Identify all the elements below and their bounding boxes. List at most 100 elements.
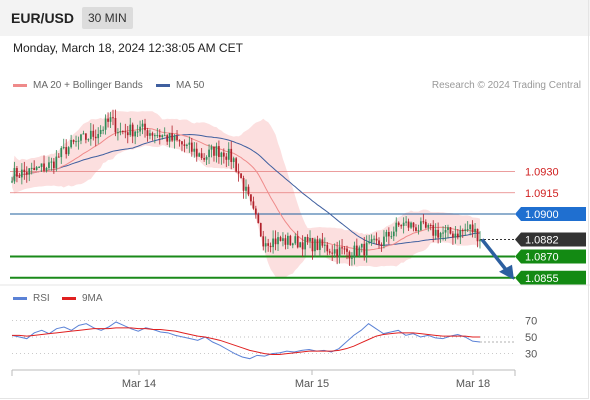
candle bbox=[97, 127, 100, 144]
candle-body bbox=[245, 186, 247, 191]
legend-9ma-label: 9MA bbox=[82, 293, 103, 304]
candle bbox=[420, 217, 422, 231]
candle-body bbox=[53, 161, 55, 169]
candle bbox=[198, 152, 201, 157]
candle bbox=[203, 153, 205, 162]
candle bbox=[464, 223, 467, 236]
candle-body bbox=[479, 239, 481, 242]
candle bbox=[439, 231, 442, 243]
candle-body bbox=[139, 126, 141, 132]
candle bbox=[30, 162, 33, 175]
candle-body bbox=[274, 238, 277, 245]
timestamp: Monday, March 18, 2024 12:38:05 AM CET bbox=[13, 41, 243, 55]
candle-body bbox=[181, 141, 183, 145]
candle bbox=[254, 205, 257, 219]
candle bbox=[314, 237, 316, 257]
candle-body bbox=[390, 236, 393, 238]
candle-body bbox=[424, 221, 427, 228]
candle bbox=[16, 166, 18, 183]
candle-body bbox=[102, 129, 104, 131]
candle bbox=[45, 166, 48, 173]
candle-body bbox=[459, 230, 462, 238]
candle-body bbox=[449, 227, 452, 234]
candle bbox=[461, 228, 464, 238]
candle bbox=[353, 241, 356, 265]
candle-body bbox=[13, 168, 16, 182]
rsi-ma-line bbox=[12, 327, 480, 355]
candle-body bbox=[437, 229, 439, 238]
candle-body bbox=[50, 161, 53, 163]
candle-body bbox=[368, 241, 371, 243]
candle-body bbox=[351, 257, 353, 259]
candle bbox=[365, 235, 368, 263]
candle bbox=[299, 241, 302, 248]
candle-body bbox=[232, 158, 235, 163]
candle bbox=[466, 221, 469, 233]
candle-body bbox=[314, 239, 316, 252]
timeframe-button[interactable]: 30 MIN bbox=[82, 7, 133, 29]
candle bbox=[282, 232, 284, 247]
candle bbox=[289, 234, 292, 246]
candle-body bbox=[195, 148, 198, 157]
candle-body bbox=[186, 144, 188, 146]
candle bbox=[146, 127, 149, 142]
candle-body bbox=[392, 231, 395, 237]
candle-body bbox=[104, 118, 107, 130]
candle-body bbox=[250, 194, 252, 202]
candle-body bbox=[87, 139, 90, 141]
rsi-line bbox=[11, 321, 481, 360]
legend-ma20-label: MA 20 + Bollinger Bands bbox=[33, 80, 143, 91]
candle-body bbox=[161, 135, 164, 138]
candle-body bbox=[77, 140, 80, 142]
candle bbox=[215, 142, 218, 163]
candle bbox=[476, 228, 479, 248]
candle-body bbox=[114, 117, 117, 133]
candle-body bbox=[252, 201, 255, 209]
candle bbox=[274, 230, 277, 251]
candle-body bbox=[119, 130, 122, 133]
candle-body bbox=[417, 230, 420, 232]
candle bbox=[471, 220, 474, 238]
candle bbox=[109, 111, 112, 129]
candle bbox=[104, 114, 107, 135]
candle bbox=[75, 135, 77, 147]
candle-body bbox=[378, 240, 380, 245]
candle-body bbox=[284, 238, 287, 245]
level-label-1.0900: 1.0900 bbox=[525, 209, 559, 221]
candle bbox=[395, 217, 398, 237]
candle bbox=[171, 125, 173, 143]
candle-body bbox=[225, 156, 228, 160]
candle-body bbox=[259, 223, 262, 237]
candle bbox=[240, 173, 242, 179]
rsi-tick-50: 50 bbox=[525, 332, 537, 344]
candle bbox=[227, 142, 230, 166]
candle-body bbox=[168, 133, 171, 142]
candle-body bbox=[222, 152, 225, 157]
candle-body bbox=[45, 167, 48, 171]
candle-body bbox=[277, 237, 279, 245]
candle-body bbox=[23, 169, 26, 173]
candle bbox=[158, 129, 161, 145]
candle-body bbox=[112, 117, 114, 119]
candle bbox=[176, 129, 178, 142]
x-tick-label-2: Mar 18 bbox=[456, 378, 490, 390]
candle bbox=[235, 156, 238, 173]
candle bbox=[375, 232, 378, 245]
candle-body bbox=[415, 227, 417, 232]
candle-body bbox=[33, 167, 36, 171]
candle bbox=[429, 223, 432, 231]
candle-body bbox=[178, 140, 181, 142]
candle bbox=[259, 222, 262, 238]
candle-body bbox=[80, 134, 82, 141]
candle bbox=[188, 136, 191, 153]
candle-body bbox=[134, 131, 137, 137]
candle-body bbox=[38, 166, 40, 168]
candle bbox=[363, 236, 366, 261]
candle bbox=[200, 148, 203, 160]
candle-body bbox=[70, 140, 72, 148]
candle-body bbox=[144, 123, 146, 131]
candle-body bbox=[65, 147, 68, 155]
ma9-swatch bbox=[62, 297, 76, 300]
candle bbox=[20, 163, 23, 185]
